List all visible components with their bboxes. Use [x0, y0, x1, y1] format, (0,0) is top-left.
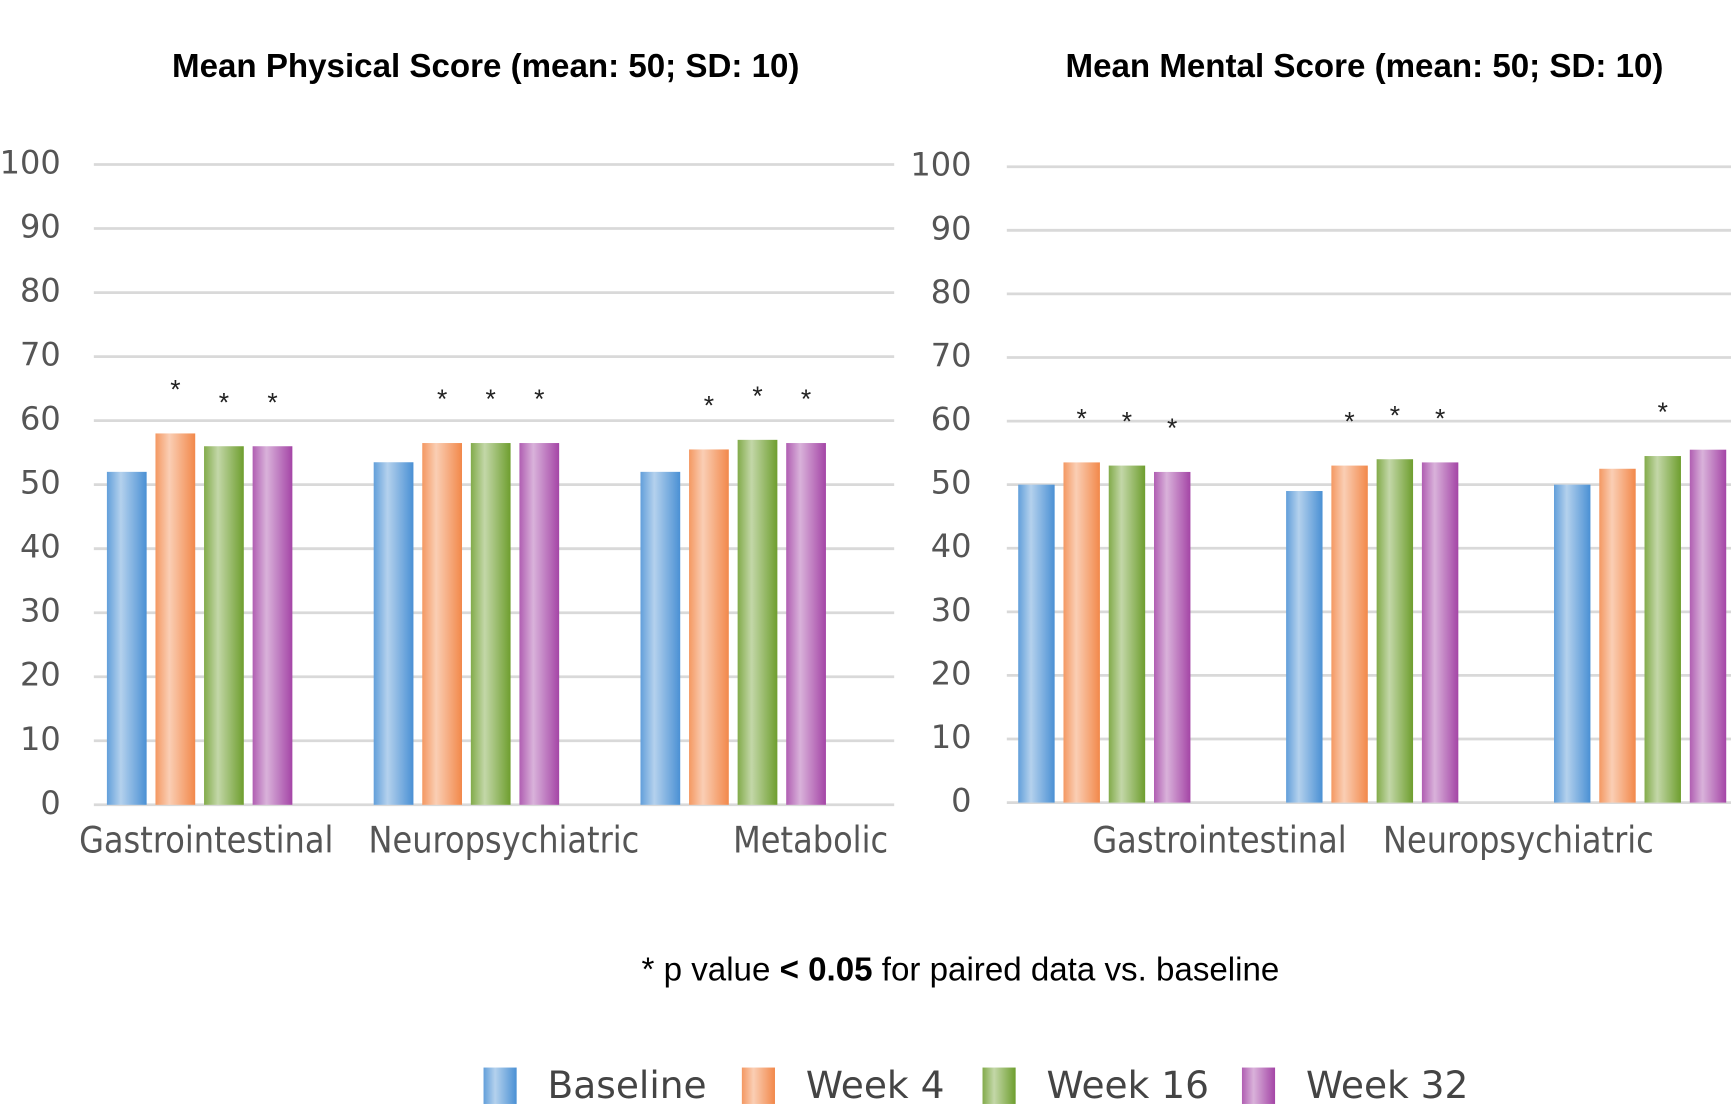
significance-marker: *: [752, 381, 762, 411]
bar: [1376, 459, 1414, 803]
legend-swatch: [982, 1067, 1016, 1104]
y-tick-label: 30: [931, 591, 972, 629]
bar: [1689, 449, 1727, 803]
y-tick-label: 40: [20, 528, 61, 566]
y-tick-label: 60: [931, 400, 972, 438]
bar: [1063, 462, 1100, 803]
y-tick-label: 50: [20, 464, 61, 502]
bar: [1421, 462, 1459, 803]
bar: [252, 446, 293, 805]
footnote-part: for paired data vs. baseline: [873, 951, 1280, 988]
significance-marker: *: [1658, 397, 1668, 427]
x-tick-label: Gastrointestinal: [79, 820, 333, 862]
bar: [737, 439, 778, 805]
legend-label: Week 4: [806, 1063, 945, 1104]
significance-marker: *: [437, 384, 447, 414]
bar: [1331, 465, 1368, 803]
significance-marker: *: [1435, 403, 1445, 433]
legend-swatch: [741, 1067, 775, 1104]
y-tick-label: 30: [20, 592, 61, 630]
bar: [470, 443, 511, 805]
y-tick-label: 80: [931, 273, 972, 311]
y-tick-label: 70: [20, 336, 61, 374]
chart-title: Mean Physical Score (mean: 50; SD: 10): [172, 48, 799, 85]
bar: [1553, 484, 1591, 803]
legend-label: Baseline: [548, 1063, 707, 1104]
bar: [1644, 456, 1681, 803]
y-tick-label: 60: [20, 400, 61, 438]
legend-label: Week 16: [1047, 1063, 1209, 1104]
legend-label: Week 32: [1306, 1063, 1468, 1104]
bar: [422, 443, 463, 805]
bar: [1108, 465, 1146, 803]
y-tick-label: 50: [931, 464, 972, 502]
x-tick-label: Gastrointestinal: [1092, 820, 1346, 862]
y-tick-label: 10: [20, 720, 61, 758]
bar: [204, 446, 244, 805]
significance-marker: *: [1344, 407, 1354, 437]
y-tick-label: 70: [931, 336, 972, 374]
significance-marker: *: [267, 387, 277, 417]
bar: [1599, 468, 1636, 803]
legend-swatch: [1241, 1067, 1276, 1104]
bar: [1286, 491, 1323, 803]
x-tick-label: Neuropsychiatric: [1383, 820, 1654, 862]
significance-marker: *: [219, 387, 229, 417]
bar: [1018, 484, 1055, 803]
significance-marker: *: [704, 390, 714, 420]
y-tick-label: 10: [931, 718, 972, 756]
footnote-part: < 0.05: [780, 951, 873, 988]
bar: [155, 433, 196, 805]
y-tick-label: 100: [910, 146, 971, 184]
chart-title: Mean Mental Score (mean: 50; SD: 10): [1065, 48, 1663, 85]
bar: [373, 462, 414, 805]
significance-marker: *: [1390, 400, 1400, 430]
y-tick-label: 20: [20, 656, 61, 694]
x-tick-label: Metabolic: [733, 820, 888, 862]
footnote-part: * p value: [642, 951, 780, 988]
legend-swatch: [483, 1067, 517, 1104]
y-tick-label: 100: [0, 144, 61, 182]
footnote: * p value < 0.05 for paired data vs. bas…: [642, 951, 1280, 988]
bar: [689, 449, 729, 805]
y-tick-label: 0: [951, 782, 971, 820]
significance-marker: *: [1122, 407, 1132, 437]
significance-marker: *: [1167, 413, 1177, 443]
bar: [106, 471, 147, 805]
y-tick-label: 40: [931, 527, 972, 565]
bar: [640, 471, 681, 805]
y-tick-label: 90: [931, 209, 972, 247]
significance-marker: *: [486, 384, 496, 414]
significance-marker: *: [170, 374, 180, 404]
y-tick-label: 90: [20, 208, 61, 246]
y-tick-label: 80: [20, 272, 61, 310]
bar: [519, 443, 560, 805]
x-tick-label: Neuropsychiatric: [369, 820, 640, 862]
bar: [1154, 471, 1191, 803]
significance-marker: *: [1077, 403, 1087, 433]
bar: [786, 443, 826, 805]
significance-marker: *: [534, 384, 544, 414]
y-tick-label: 0: [40, 784, 60, 822]
significance-marker: *: [801, 384, 811, 414]
y-tick-label: 20: [931, 654, 972, 692]
